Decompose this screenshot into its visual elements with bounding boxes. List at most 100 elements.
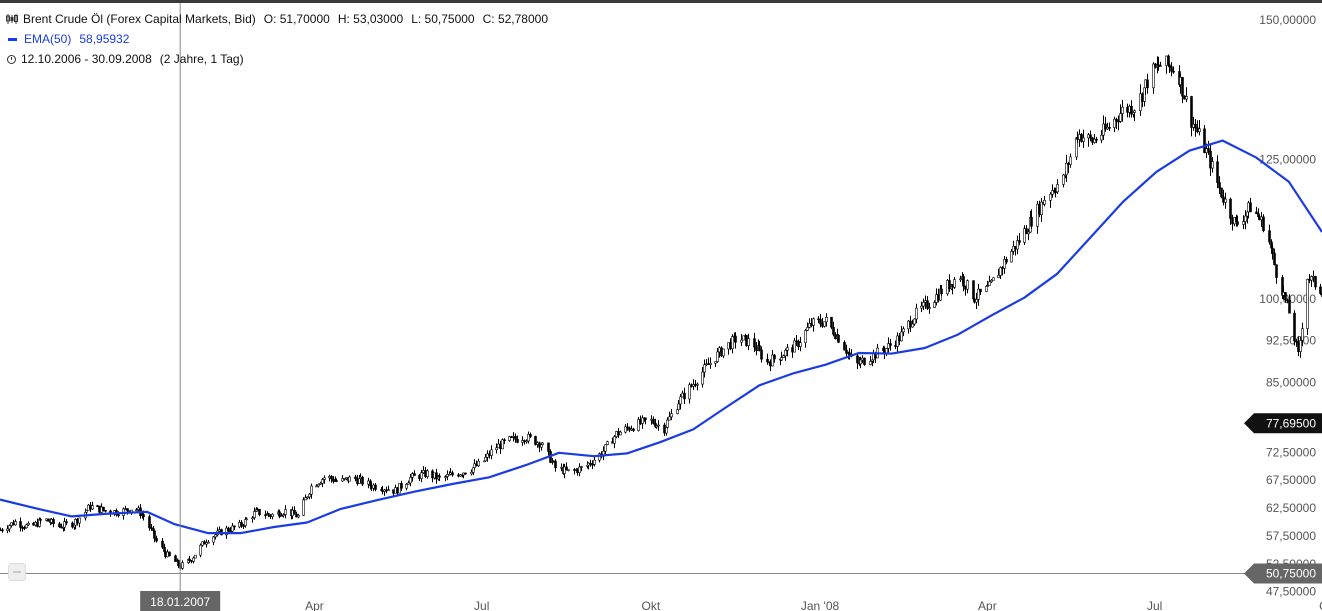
- candle-body: [490, 449, 493, 456]
- candle-body: [534, 436, 537, 445]
- candle-body: [192, 557, 195, 562]
- candle-body: [19, 521, 22, 528]
- legend-range: 12.10.2006 - 30.09.2008: [21, 52, 152, 66]
- candle-body: [731, 336, 734, 350]
- y-tick-label: 47,50000: [1266, 585, 1316, 599]
- candle-body: [89, 504, 92, 510]
- candle-body: [652, 418, 655, 424]
- legend-duration: (2 Jahre, 1 Tag): [159, 52, 244, 66]
- legend-title: Brent Crude Öl (Forex Capital Markets, B…: [23, 12, 256, 26]
- candle-body: [856, 355, 859, 364]
- candle-body: [773, 354, 776, 360]
- legend-low: L: 50,75000: [411, 12, 475, 26]
- candle-body: [1040, 201, 1043, 215]
- candle-body: [1030, 216, 1033, 227]
- candle-body: [1181, 77, 1184, 97]
- candle-body: [760, 349, 763, 360]
- candle-body: [207, 541, 210, 544]
- candle-body: [1192, 123, 1195, 128]
- candle-body: [541, 442, 544, 445]
- candle-body: [928, 307, 931, 309]
- candle-body: [1126, 106, 1129, 113]
- candle-body: [503, 439, 506, 441]
- candle-body: [799, 342, 802, 347]
- candle-body: [231, 525, 234, 532]
- candle-body: [915, 307, 918, 320]
- candle-body: [306, 496, 309, 499]
- candle-body: [161, 540, 164, 548]
- candle-body: [1027, 231, 1030, 235]
- candle-body: [1255, 211, 1258, 215]
- candle-body: [593, 459, 596, 465]
- candle-body: [554, 460, 557, 469]
- candle-body: [117, 514, 120, 516]
- candle-body: [508, 436, 511, 441]
- candle-body: [1095, 138, 1098, 141]
- candle-body: [65, 521, 68, 524]
- candle-body: [341, 478, 344, 482]
- candle-body: [626, 426, 629, 429]
- candle-body: [771, 354, 774, 367]
- candle-body: [709, 362, 712, 365]
- candle-body: [407, 482, 410, 485]
- candle-body: [251, 517, 254, 520]
- candle-body: [297, 515, 300, 518]
- candle-body: [889, 343, 892, 346]
- legend-range-row: 12.10.2006 - 30.09.2008 (2 Jahre, 1 Tag): [6, 49, 556, 69]
- candle-body: [740, 339, 743, 343]
- candle-body: [1144, 79, 1147, 89]
- candle-body: [1139, 93, 1142, 111]
- candle-body: [96, 505, 99, 507]
- candle-body: [91, 505, 94, 510]
- y-tick-label: 125,00000: [1259, 153, 1316, 167]
- candle-body: [1152, 63, 1155, 89]
- candle-body: [716, 351, 719, 362]
- candle-body: [27, 522, 30, 526]
- candle-body: [218, 529, 221, 532]
- ema-line: [0, 139, 1322, 535]
- candle-body: [1018, 240, 1021, 243]
- last-price-tag: [1244, 413, 1322, 434]
- candle-body: [962, 276, 965, 287]
- candle-body: [225, 527, 228, 536]
- candle-body: [977, 288, 980, 300]
- candle-body: [959, 278, 962, 281]
- candle-body: [580, 466, 583, 468]
- candle-body: [999, 267, 1002, 276]
- candle-body: [1076, 137, 1079, 140]
- candle-body: [98, 505, 101, 513]
- candle-body: [578, 466, 581, 473]
- candle-body: [1312, 276, 1315, 278]
- legend-ema-label: EMA(50): [24, 32, 72, 46]
- candle-body: [1157, 64, 1160, 67]
- candle-body: [354, 476, 357, 480]
- candle-body: [1224, 198, 1227, 203]
- candle-body: [819, 319, 822, 325]
- candle-body: [1038, 203, 1041, 215]
- chart-legend: Brent Crude Öl (Forex Capital Markets, B…: [6, 9, 556, 69]
- candle-body: [310, 485, 313, 495]
- candle-body: [1247, 202, 1250, 213]
- candle-body: [1222, 196, 1225, 203]
- candle-body: [8, 525, 11, 530]
- candle-body: [1194, 123, 1197, 129]
- candle-body: [1049, 193, 1052, 201]
- candle-body: [606, 441, 609, 445]
- candle-body: [1087, 134, 1090, 139]
- candle-body: [242, 525, 245, 527]
- candle-body: [747, 338, 750, 346]
- candle-body: [1183, 95, 1186, 100]
- candle-body: [734, 335, 737, 343]
- candle-body: [1258, 216, 1261, 221]
- candle-body: [1, 529, 4, 532]
- candle-body: [205, 542, 208, 545]
- candle-body: [896, 335, 899, 347]
- candle-body: [1154, 63, 1157, 68]
- collapse-button[interactable]: [8, 563, 26, 581]
- x-tick-label: O: [1319, 599, 1322, 611]
- y-tick-label: 85,00000: [1266, 376, 1316, 390]
- price-chart[interactable]: 150,00000125,00000100,0000092,5000085,00…: [0, 3, 1322, 611]
- candle-body: [1003, 259, 1006, 269]
- candle-body: [1190, 96, 1193, 128]
